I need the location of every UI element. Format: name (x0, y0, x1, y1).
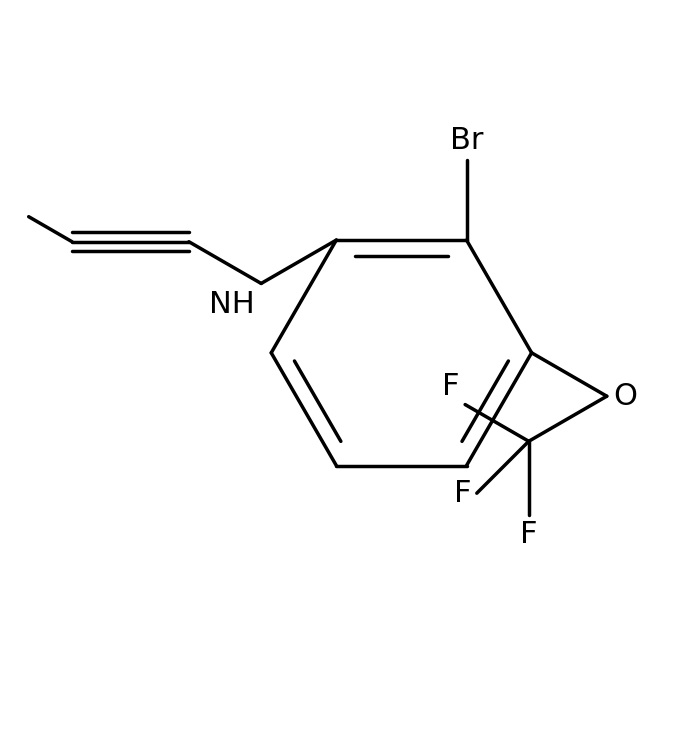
Text: F: F (454, 479, 471, 508)
Text: NH: NH (209, 290, 254, 319)
Text: O: O (613, 382, 637, 411)
Text: F: F (442, 372, 460, 401)
Text: F: F (520, 520, 537, 549)
Text: Br: Br (450, 126, 483, 154)
